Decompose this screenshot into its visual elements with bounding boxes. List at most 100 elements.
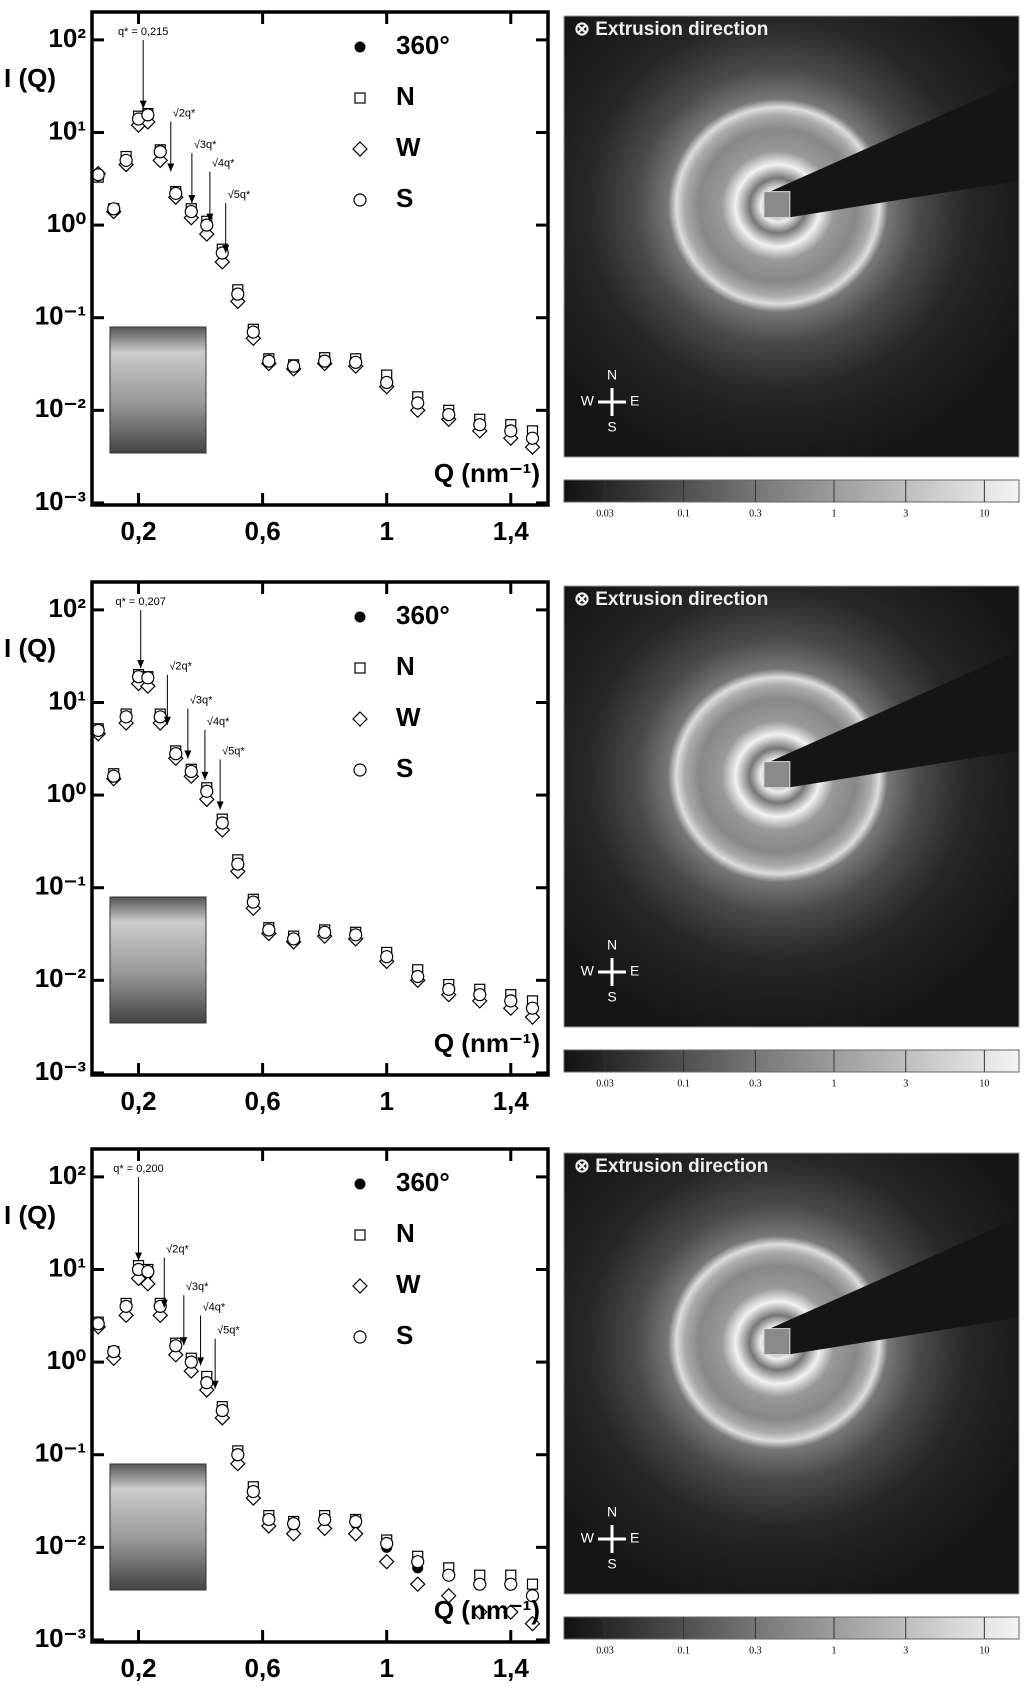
arrow-head — [160, 1299, 168, 1308]
marker — [231, 857, 245, 871]
y-tick-label: 10⁰ — [47, 778, 86, 808]
marker — [440, 1587, 457, 1604]
compass-label: N — [607, 937, 617, 953]
y-axis-label: I (Q) — [4, 63, 56, 93]
marker — [262, 1512, 276, 1527]
colorbar-tick-label: 0.1 — [677, 1078, 690, 1089]
colorbar-tick-label: 0.3 — [749, 508, 762, 519]
legend-label: S — [396, 183, 413, 213]
annotation-label: √3q* — [194, 139, 217, 151]
x-tick-label: 1,4 — [493, 516, 530, 546]
x-tick-label: 0,2 — [120, 1653, 156, 1683]
marker — [141, 1264, 155, 1279]
colorbar-tick-label: 3 — [903, 1645, 908, 1656]
marker — [246, 1484, 260, 1499]
marker — [442, 982, 456, 996]
arrow-head — [211, 1380, 219, 1389]
marker — [380, 1536, 394, 1551]
legend-label: S — [396, 753, 413, 783]
colorbar — [563, 479, 1020, 503]
colorbar-tick-label: 1 — [832, 1645, 837, 1656]
marker — [246, 895, 260, 909]
compass-label: E — [630, 1530, 639, 1546]
marker — [473, 1577, 487, 1591]
y-tick-label: 10⁰ — [47, 208, 86, 238]
beam-stop — [769, 650, 1019, 788]
legend-label: N — [396, 81, 415, 111]
image-title: ⊗ Extrusion direction — [574, 589, 768, 610]
marker — [352, 711, 368, 727]
colorbar-tick-label: 1 — [832, 508, 837, 519]
arrow-head — [139, 100, 147, 109]
annotation-label: q* = 0,215 — [118, 26, 168, 38]
x-axis-label: Q (nm⁻¹) — [434, 458, 540, 488]
marker — [184, 1355, 198, 1369]
marker — [525, 1589, 540, 1603]
colorbar-tick-label: 0.03 — [596, 508, 614, 519]
marker — [107, 769, 121, 783]
y-tick-label: 10² — [48, 23, 86, 53]
colorbar-tick-label: 1 — [832, 1078, 837, 1089]
x-tick-label: 1 — [379, 516, 393, 546]
marker — [318, 925, 332, 939]
marker — [169, 1339, 183, 1353]
legend-label: W — [396, 132, 421, 162]
marker — [141, 108, 155, 122]
y-tick-label: 10¹ — [48, 685, 86, 715]
arrow-head — [163, 716, 171, 725]
annotation-label: √5q* — [217, 1325, 240, 1337]
x-tick-label: 1 — [379, 1086, 393, 1116]
marker — [262, 923, 276, 937]
x-tick-label: 0,2 — [120, 516, 156, 546]
marker — [285, 1525, 302, 1542]
plot-frame — [90, 1147, 550, 1644]
marker — [354, 662, 366, 674]
marker — [107, 1344, 121, 1359]
inset-photo — [109, 1463, 207, 1591]
beam-stop — [769, 80, 1019, 218]
marker — [442, 1568, 456, 1582]
marker — [354, 611, 366, 623]
plot-frame — [90, 10, 550, 507]
compass-label: E — [630, 393, 639, 409]
annotation-label: √4q* — [203, 1301, 226, 1313]
annotation-label: √5q* — [222, 745, 245, 757]
colorbar-tick-label: 0.3 — [749, 1645, 762, 1656]
marker — [107, 202, 121, 216]
annotation-label: q* = 0,207 — [115, 596, 165, 608]
compass-label: N — [607, 1504, 617, 1520]
beam-center — [763, 1328, 791, 1356]
arrow-head — [137, 660, 145, 669]
y-tick-label: 10² — [48, 593, 86, 623]
marker — [119, 710, 133, 724]
image-frame — [563, 15, 1020, 458]
image-title: ⊗ Extrusion direction — [574, 19, 768, 40]
inset-photo — [109, 326, 207, 454]
annotation-label: √3q* — [186, 1281, 209, 1293]
marker — [231, 287, 245, 301]
colorbar-tick-label: 0.03 — [596, 1078, 614, 1089]
marker — [502, 1604, 519, 1620]
colorbar-tick-label: 10 — [979, 508, 989, 519]
marker — [246, 325, 260, 339]
x-tick-label: 1 — [379, 1653, 393, 1683]
marker — [354, 41, 366, 53]
marker — [354, 1178, 366, 1190]
marker — [524, 1615, 541, 1632]
compass-label: W — [581, 1530, 595, 1546]
annotation-label: q* = 0,200 — [113, 1163, 163, 1175]
marker — [353, 193, 367, 207]
y-tick-label: 10¹ — [48, 1252, 86, 1282]
colorbar-tick-label: 0.03 — [596, 1645, 614, 1656]
y-tick-label: 10⁻² — [35, 1530, 87, 1560]
y-tick-label: 10⁻² — [35, 393, 87, 423]
colorbar-tick-label: 3 — [903, 1078, 908, 1089]
marker — [411, 396, 425, 410]
marker — [353, 1330, 367, 1344]
annotation-label: √4q* — [207, 716, 230, 728]
inset-photo — [109, 896, 207, 1024]
annotation-label: √2q* — [169, 661, 192, 673]
marker — [380, 950, 394, 964]
y-tick-label: 10¹ — [48, 115, 86, 145]
